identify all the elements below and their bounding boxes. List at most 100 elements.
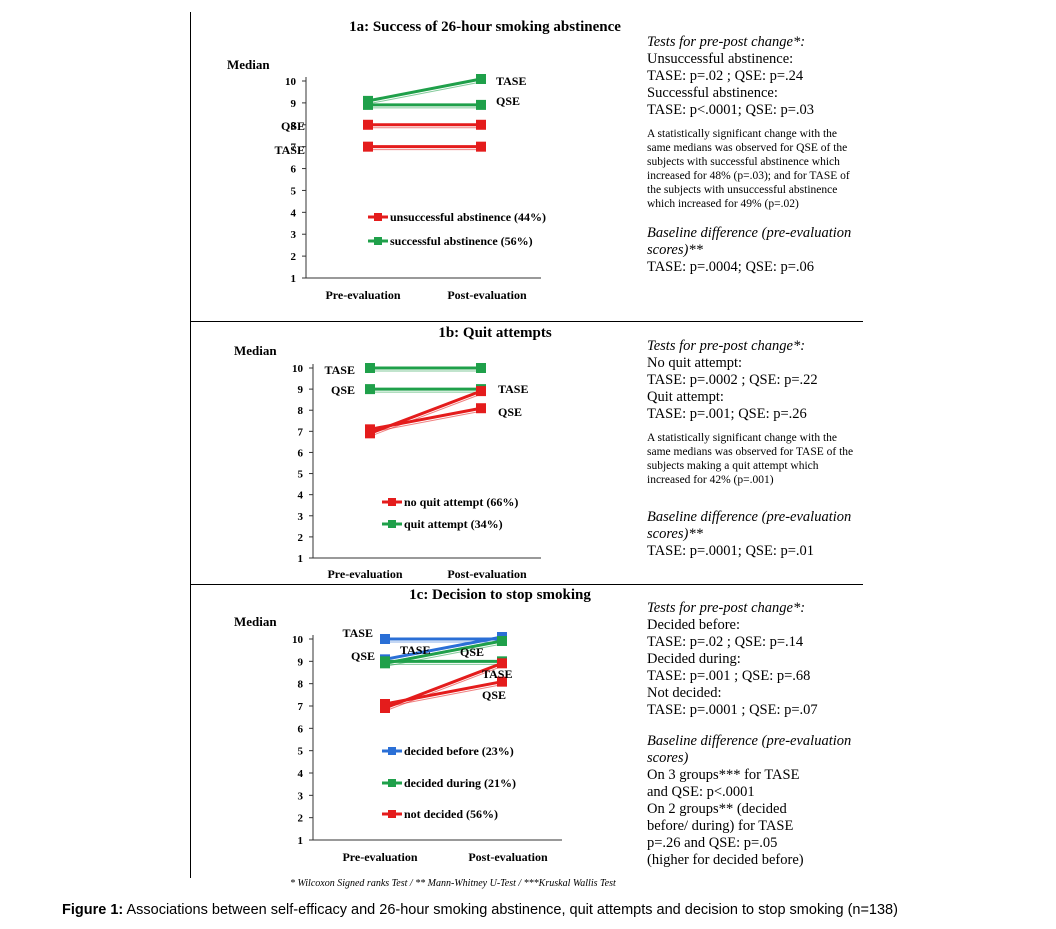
series-label: TASE <box>325 363 355 377</box>
x-category-label: Pre-evaluation <box>342 850 417 864</box>
data-point <box>476 363 486 373</box>
notes-1c: Tests for pre-post change*: Decided befo… <box>647 600 862 869</box>
legend-label: successful abstinence (56%) <box>390 234 533 248</box>
panel-divider-1 <box>190 321 863 322</box>
series-label: TASE <box>482 667 512 681</box>
series-label: QSE <box>482 688 506 702</box>
notes-line: TASE: p=.0002 ; QSE: p=.22 <box>647 372 818 388</box>
y-tick-label: 6 <box>298 723 304 735</box>
y-tick-label: 10 <box>292 634 304 646</box>
notes-line: Not decided: <box>647 685 722 701</box>
series-label: TASE <box>343 626 373 640</box>
chart-1a: 1a: Success of 26-hour smoking abstinenc… <box>227 19 621 302</box>
notes-line: TASE: p=.001 ; QSE: p=.68 <box>647 668 811 684</box>
chart-title: 1b: Quit attempts <box>438 325 551 341</box>
x-category-label: Post-evaluation <box>447 288 527 302</box>
data-point <box>497 676 507 687</box>
y-tick-label: 6 <box>291 164 297 176</box>
y-tick-label: 4 <box>291 207 297 219</box>
y-tick-label: 5 <box>291 185 297 197</box>
notes-line: Quit attempt: <box>647 389 724 405</box>
series-label: QSE <box>460 645 484 659</box>
y-axis-label: Median <box>234 614 277 629</box>
series-line <box>384 680 503 706</box>
panel-divider-2 <box>190 584 863 585</box>
data-point <box>365 363 375 373</box>
data-point <box>363 119 373 130</box>
series-label: TASE <box>400 643 430 657</box>
footnote: * Wilcoxon Signed ranks Test / ** Mann-W… <box>290 878 616 889</box>
legend-marker <box>374 213 382 221</box>
series-line <box>369 406 482 431</box>
series-line-shadow <box>369 393 482 437</box>
series-line-shadow <box>384 684 503 708</box>
data-point <box>476 141 486 152</box>
data-point <box>365 424 375 435</box>
y-tick-label: 8 <box>298 405 304 417</box>
baseline-line: On 2 groups** (decided <box>647 801 787 817</box>
y-tick-label: 2 <box>291 251 297 263</box>
legend-marker <box>388 520 396 528</box>
notes-line: Unsuccessful abstinence: <box>647 51 794 67</box>
series-line <box>384 639 503 665</box>
figure-caption: Figure 1: Associations between self-effi… <box>62 902 898 918</box>
legend-marker <box>388 810 396 818</box>
y-axis-label: Median <box>227 57 270 72</box>
legend-label: not decided (56%) <box>404 807 498 821</box>
series-label: QSE <box>281 119 305 133</box>
legend-marker <box>388 779 396 787</box>
data-point <box>497 658 507 669</box>
baseline-line: TASE: p=.0001; QSE: p=.01 <box>647 543 815 559</box>
notes-1a: Tests for pre-post change*: Unsuccessful… <box>647 34 862 276</box>
y-tick-label: 7 <box>298 426 304 438</box>
baseline-heading: Baseline difference (pre-evaluation scor… <box>647 733 852 766</box>
baseline-line: (higher for decided before) <box>647 852 804 868</box>
data-point <box>380 634 390 644</box>
y-tick-label: 2 <box>298 813 304 825</box>
notes-line: TASE: p=.02 ; QSE: p=.14 <box>647 634 804 650</box>
series-label: QSE <box>496 94 520 108</box>
legend-label: quit attempt (34%) <box>404 517 503 531</box>
notes-line: Decided before: <box>647 617 740 633</box>
series-line <box>367 77 482 103</box>
baseline-heading: Baseline difference (pre-evaluation scor… <box>647 225 852 258</box>
y-tick-label: 8 <box>291 120 297 132</box>
legend-label: unsuccessful abstinence (44%) <box>390 210 546 224</box>
y-tick-label: 1 <box>291 273 297 285</box>
data-point <box>476 74 486 84</box>
series-label: TASE <box>275 143 305 157</box>
baseline-line: p=.26 and QSE: p=.05 <box>647 835 778 851</box>
data-point <box>363 99 373 110</box>
data-point <box>497 636 507 646</box>
notes-line: Decided during: <box>647 651 741 667</box>
data-point <box>476 119 486 130</box>
chart-1c: 1c: Decision to stop smoking Median 1 2 3 4… <box>234 587 591 864</box>
x-category-label: Pre-evaluation <box>327 567 402 581</box>
y-tick-label: 3 <box>298 511 304 523</box>
series-label: QSE <box>351 649 375 663</box>
notes-heading: Tests for pre-post change*: <box>647 34 806 50</box>
notes-line: TASE: p=.0001 ; QSE: p=.07 <box>647 702 818 718</box>
legend-marker <box>388 498 396 506</box>
y-tick-label: 4 <box>298 490 304 502</box>
baseline-heading: Baseline difference (pre-evaluation scor… <box>647 509 852 542</box>
frame-left-border <box>190 12 191 878</box>
y-tick-label: 10 <box>285 76 297 88</box>
data-point <box>476 99 486 110</box>
notes-heading: Tests for pre-post change*: <box>647 338 806 354</box>
y-tick-label: 10 <box>292 363 304 375</box>
y-axis-label: Median <box>234 343 277 358</box>
notes-line: TASE: p<.0001; QSE: p=.03 <box>647 102 815 118</box>
chart-title: 1a: Success of 26-hour smoking abstinenc… <box>349 19 621 35</box>
y-tick-label: 8 <box>298 679 304 691</box>
notes-paragraph: A statistically significant change with … <box>647 128 850 210</box>
baseline-line: On 3 groups*** for TASE <box>647 767 800 783</box>
data-point <box>380 699 390 709</box>
notes-heading: Tests for pre-post change*: <box>647 600 806 616</box>
series-line-shadow <box>369 410 482 433</box>
y-tick-label: 1 <box>298 835 304 847</box>
y-tick-label: 5 <box>298 469 304 481</box>
x-category-label: Post-evaluation <box>447 567 527 581</box>
y-tick-label: 4 <box>298 768 304 780</box>
data-point <box>476 386 486 397</box>
